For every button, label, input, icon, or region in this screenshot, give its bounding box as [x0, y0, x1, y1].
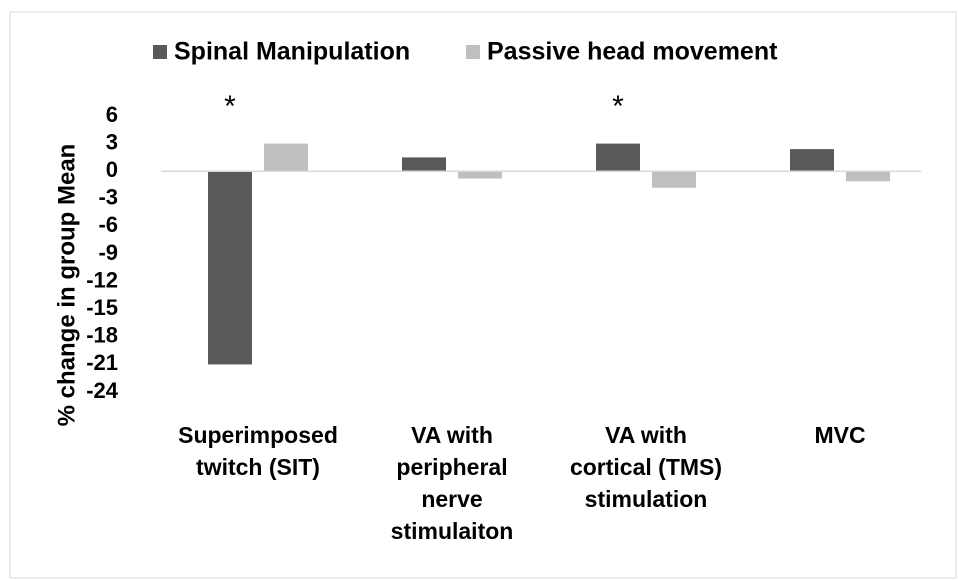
x-tick-line: peripheral: [396, 454, 507, 480]
bar: [458, 171, 502, 179]
bar: [264, 143, 308, 172]
bar: [208, 171, 252, 365]
x-tick-label: VA with peripheral nerve stimulaiton: [391, 422, 514, 544]
y-tick-label: 6: [106, 102, 118, 127]
x-tick-label: VA with cortical (TMS) stimulation: [570, 422, 722, 512]
y-tick-label: 0: [106, 157, 118, 182]
bar: [790, 149, 834, 172]
chart-frame: [9, 11, 957, 579]
legend-label: Passive head movement: [487, 38, 778, 66]
legend-label: Spinal Manipulation: [174, 38, 410, 66]
y-tick-label: 3: [106, 129, 118, 154]
y-tick-label: -9: [98, 240, 118, 265]
x-tick-line: VA with: [605, 422, 687, 448]
bar: [402, 157, 446, 172]
x-tick-line: VA with: [411, 422, 493, 448]
x-tick-label: MVC: [814, 422, 865, 448]
x-tick-line: MVC: [814, 422, 865, 448]
y-tick-label: -12: [86, 267, 118, 292]
annotation: *: [224, 90, 236, 123]
y-tick-label: -3: [98, 185, 118, 210]
y-tick-label: -21: [86, 350, 118, 375]
legend-swatch: [153, 45, 167, 59]
annotation: *: [612, 90, 624, 123]
y-axis-title: % change in group Mean: [53, 144, 80, 427]
x-tick-line: Superimposed: [178, 422, 338, 448]
x-tick-label: Superimposed twitch (SIT): [178, 422, 338, 480]
legend-swatch: [466, 45, 480, 59]
bar: [846, 171, 890, 182]
x-tick-line: twitch (SIT): [196, 454, 320, 480]
x-tick-line: stimulaiton: [391, 518, 514, 544]
y-tick-label: -15: [86, 295, 118, 320]
bar: [652, 171, 696, 188]
x-tick-line: stimulation: [585, 486, 708, 512]
x-tick-line: nerve: [421, 486, 482, 512]
y-tick-label: -18: [86, 323, 118, 348]
y-tick-label: -24: [86, 378, 119, 403]
x-tick-line: cortical (TMS): [570, 454, 722, 480]
bar: [596, 143, 640, 172]
y-tick-label: -6: [98, 212, 118, 237]
